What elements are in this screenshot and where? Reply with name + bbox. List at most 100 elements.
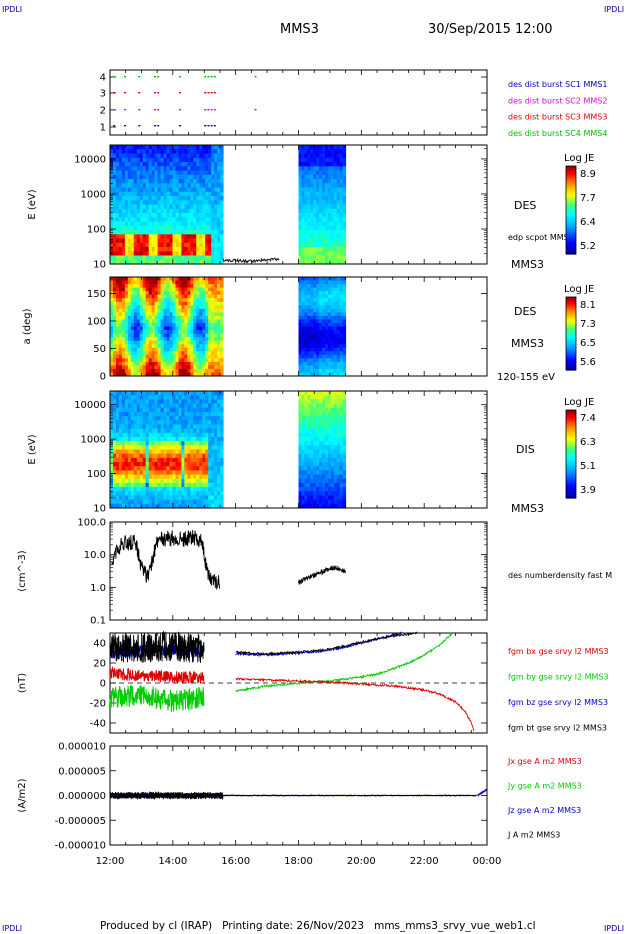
des-pitch-cell	[307, 330, 311, 334]
des-pitch-cell	[333, 308, 338, 313]
des-pitch-cell	[307, 287, 311, 292]
dis-energy-cell	[199, 457, 203, 463]
dis-energy-cell	[142, 428, 147, 434]
des-energy-cell	[208, 157, 212, 163]
des-energy-cell	[166, 187, 171, 193]
dis-energy-cell	[110, 432, 114, 438]
des-pitch-cell	[154, 358, 159, 363]
des-energy-cell	[142, 217, 147, 223]
des-pitch-cell	[166, 298, 171, 303]
dis-energy-cell	[139, 495, 144, 501]
des-energy-cell	[333, 255, 338, 261]
des-energy-cell	[163, 255, 168, 261]
des-energy-cell	[169, 247, 173, 252]
dis-energy-cell	[145, 470, 150, 476]
des-energy-cell	[154, 217, 159, 223]
colorbar-swatch	[566, 243, 576, 246]
des-pitch-cell	[301, 337, 305, 342]
dis-energy-cell	[116, 441, 120, 446]
des-energy-cell	[169, 179, 173, 184]
des-pitch-cell	[139, 294, 144, 299]
des-energy-cell	[336, 170, 341, 176]
dis-energy-cell	[307, 437, 311, 442]
des-energy-cell	[339, 174, 344, 180]
des-pitch-cell	[208, 333, 212, 338]
des-energy-cell	[325, 157, 329, 163]
dis-energy-cell	[298, 474, 302, 480]
dis-energy-cell	[118, 487, 123, 492]
des-pitch-cell	[310, 372, 314, 377]
dis-energy-cell	[298, 503, 302, 509]
des-energy-cell	[342, 259, 347, 265]
dis-energy-cell	[136, 395, 141, 400]
des-pitch-cell	[196, 365, 200, 370]
des-pitch-cell	[148, 337, 153, 342]
des-pitch-cell	[178, 347, 182, 352]
des-energy-cell	[172, 162, 176, 167]
des-energy-cell	[325, 166, 329, 172]
dis-energy-cell	[116, 399, 120, 405]
dis-energy-cell	[166, 399, 171, 405]
des-energy-cell	[330, 183, 335, 189]
dis-energy-cell	[160, 487, 165, 492]
dis-energy-cell	[202, 441, 206, 446]
des-pitch-cell	[330, 365, 335, 370]
des-energy-cell	[316, 213, 320, 218]
des-pitch-cell	[113, 372, 117, 377]
des-pitch-cell	[319, 354, 323, 359]
des-pitch-cell	[193, 294, 197, 299]
dis-energy-cell	[310, 482, 314, 488]
des-pitch-cell	[333, 287, 338, 292]
des-pitch-cell	[199, 365, 203, 370]
dis-energy-cell	[121, 466, 126, 471]
dis-energy-cell	[319, 407, 323, 413]
des-energy-cell	[205, 166, 209, 172]
dis-energy-cell	[196, 453, 200, 459]
des-pitch-cell	[310, 340, 314, 345]
dis-energy-cell	[157, 466, 162, 471]
dis-energy-cell	[133, 466, 138, 471]
dis-energy-cell	[172, 395, 176, 400]
des-energy-cell	[316, 200, 320, 206]
des-energy-cell	[214, 221, 218, 227]
des-pitch-cell	[325, 337, 329, 342]
des-energy-cell	[136, 208, 141, 214]
dis-energy-cell	[217, 432, 221, 438]
burst-mark	[138, 109, 141, 111]
des-pitch-cell	[190, 305, 194, 310]
dis-energy-cell	[121, 474, 126, 480]
des-pitch-cell	[121, 354, 126, 359]
des-energy-cell	[325, 221, 329, 227]
des-pitch-cell	[113, 298, 117, 303]
des-pitch-cell	[325, 319, 329, 324]
dis-energy-cell	[319, 487, 323, 492]
des-energy-cell	[181, 204, 185, 210]
des-pitch-cell	[154, 319, 159, 324]
des-pitch-cell	[127, 361, 132, 366]
des-energy-cell	[304, 225, 308, 231]
dis-energy-cell	[116, 466, 120, 471]
des-pitch-cell	[339, 326, 344, 331]
dis-energy-cell	[169, 449, 173, 455]
des-pitch-cell	[178, 319, 182, 324]
des-pitch-cell	[175, 354, 179, 359]
dis-energy-cell	[151, 495, 156, 501]
des-pitch-cell	[113, 358, 117, 363]
dis-energy-cell	[151, 407, 156, 413]
dis-energy-cell	[163, 441, 168, 446]
des-pitch-cell	[130, 368, 135, 373]
dis-energy-cell	[139, 395, 144, 400]
dis-energy-cell	[322, 491, 326, 496]
dis-energy-cell	[133, 441, 138, 446]
des-energy-cell	[133, 208, 138, 214]
des-pitch-cell	[328, 354, 332, 359]
des-pitch-cell	[187, 301, 191, 306]
des-pitch-cell	[169, 361, 173, 366]
des-pitch-cell	[199, 315, 203, 320]
des-energy-cell	[130, 166, 135, 172]
des-energy-cell	[178, 183, 182, 189]
des-pitch-cell	[127, 347, 132, 352]
des-energy-cell	[211, 196, 215, 201]
dis-energy-cell	[322, 403, 326, 409]
dis-energy-cell	[322, 487, 326, 492]
